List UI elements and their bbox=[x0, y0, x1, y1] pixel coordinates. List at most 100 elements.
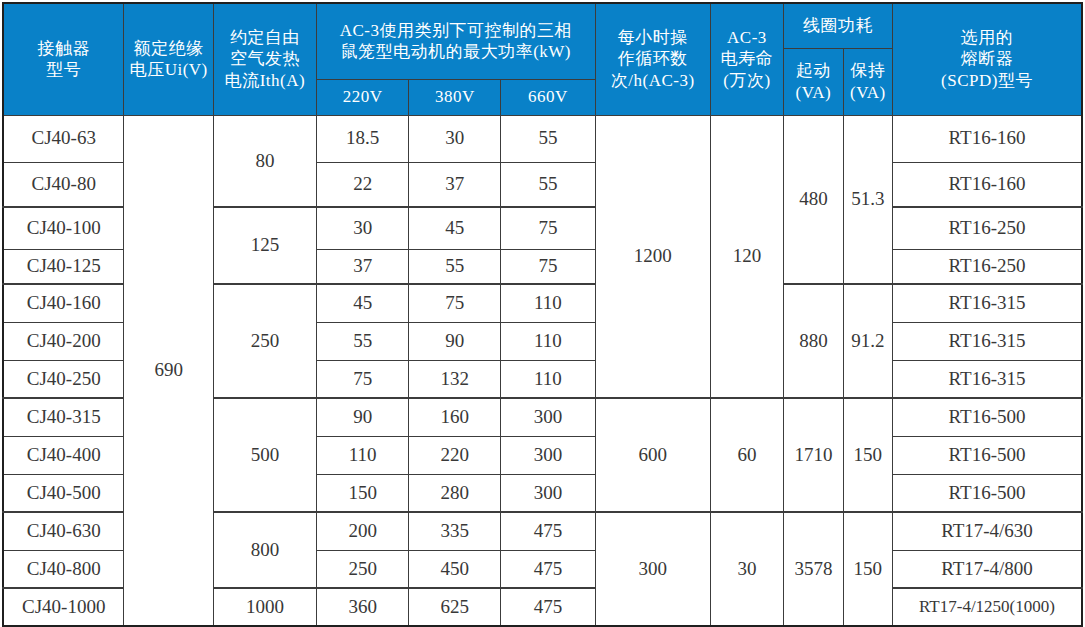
header-coil-hold: 保持 (VA) bbox=[843, 48, 892, 115]
contactor-spec-table: 接触器 型号 额定绝缘 电压Ui(V) 约定自由 空气发热 电流Ith(A) A… bbox=[2, 2, 1083, 627]
cell-p380: 75 bbox=[409, 284, 501, 322]
header-electrical-life: AC-3 电寿命 (万次) bbox=[710, 3, 784, 115]
cell-p380: 37 bbox=[409, 162, 501, 207]
cell-p660: 110 bbox=[501, 360, 596, 398]
cell-p660: 110 bbox=[501, 322, 596, 360]
cell-p220: 37 bbox=[316, 249, 409, 284]
cell-p380: 220 bbox=[409, 436, 501, 474]
cell-model: CJ40-160 bbox=[3, 284, 124, 322]
cell-fuse: RT16-160 bbox=[893, 115, 1083, 162]
cell-p660: 55 bbox=[501, 162, 596, 207]
header-coil-group: 线圈功耗 bbox=[784, 3, 893, 48]
cell-fuse: RT17-4/1250(1000) bbox=[893, 588, 1083, 626]
cell-fuse: RT16-500 bbox=[893, 436, 1083, 474]
cell-p380: 90 bbox=[409, 322, 501, 360]
header-380v: 380V bbox=[409, 79, 501, 115]
cell-fuse: RT16-315 bbox=[893, 322, 1083, 360]
cell-p380: 335 bbox=[409, 512, 501, 550]
cell-p660: 75 bbox=[501, 207, 596, 249]
cell-ith: 1000 bbox=[214, 588, 317, 626]
cell-p220: 110 bbox=[316, 436, 409, 474]
cell-coil-hold: 150 bbox=[843, 398, 892, 512]
cell-life: 60 bbox=[710, 398, 784, 512]
header-220v: 220V bbox=[316, 79, 409, 115]
header-coil-start: 起动 (VA) bbox=[784, 48, 843, 115]
cell-p660: 300 bbox=[501, 398, 596, 436]
header-ops-per-hour: 每小时操 作循环数 次/h(AC-3) bbox=[595, 3, 710, 115]
cell-model: CJ40-315 bbox=[3, 398, 124, 436]
cell-insulation-voltage: 690 bbox=[124, 115, 214, 626]
cell-fuse: RT17-4/800 bbox=[893, 550, 1083, 588]
cell-p220: 360 bbox=[316, 588, 409, 626]
cell-ith: 800 bbox=[214, 512, 317, 588]
cell-model: CJ40-250 bbox=[3, 360, 124, 398]
cell-p220: 18.5 bbox=[316, 115, 409, 162]
cell-p660: 475 bbox=[501, 550, 596, 588]
cell-p660: 300 bbox=[501, 474, 596, 512]
cell-p220: 30 bbox=[316, 207, 409, 249]
cell-coil-start: 1710 bbox=[784, 398, 843, 512]
cell-p220: 150 bbox=[316, 474, 409, 512]
cell-ops: 300 bbox=[595, 512, 710, 626]
cell-coil-hold: 91.2 bbox=[843, 284, 892, 398]
cell-model: CJ40-80 bbox=[3, 162, 124, 207]
cell-fuse: RT16-160 bbox=[893, 162, 1083, 207]
page: 接触器 型号 额定绝缘 电压Ui(V) 约定自由 空气发热 电流Ith(A) A… bbox=[0, 0, 1085, 627]
cell-p380: 55 bbox=[409, 249, 501, 284]
cell-life: 120 bbox=[710, 115, 784, 398]
cell-fuse: RT16-250 bbox=[893, 207, 1083, 249]
cell-p660: 475 bbox=[501, 512, 596, 550]
cell-p220: 22 bbox=[316, 162, 409, 207]
cell-p220: 55 bbox=[316, 322, 409, 360]
cell-p380: 30 bbox=[409, 115, 501, 162]
cell-p380: 160 bbox=[409, 398, 501, 436]
cell-p380: 625 bbox=[409, 588, 501, 626]
cell-fuse: RT16-250 bbox=[893, 249, 1083, 284]
cell-p660: 75 bbox=[501, 249, 596, 284]
cell-ops: 600 bbox=[595, 398, 710, 512]
cell-model: CJ40-1000 bbox=[3, 588, 124, 626]
header-contactor-model: 接触器 型号 bbox=[3, 3, 124, 115]
cell-fuse: RT17-4/630 bbox=[893, 512, 1083, 550]
header-fuse: 选用的 熔断器 (SCPD)型号 bbox=[893, 3, 1083, 115]
header-power-group: AC-3使用类别下可控制的三相 鼠笼型电动机的最大功率(kW) bbox=[316, 3, 595, 79]
cell-coil-hold: 51.3 bbox=[843, 115, 892, 284]
cell-p220: 250 bbox=[316, 550, 409, 588]
cell-model: CJ40-125 bbox=[3, 249, 124, 284]
cell-p660: 110 bbox=[501, 284, 596, 322]
cell-model: CJ40-63 bbox=[3, 115, 124, 162]
cell-p660: 55 bbox=[501, 115, 596, 162]
cell-coil-start: 880 bbox=[784, 284, 843, 398]
table-header: 接触器 型号 额定绝缘 电压Ui(V) 约定自由 空气发热 电流Ith(A) A… bbox=[3, 3, 1082, 115]
cell-p380: 280 bbox=[409, 474, 501, 512]
table-body: CJ40-63 690 80 18.5 30 55 1200 120 480 5… bbox=[3, 115, 1082, 626]
cell-p380: 132 bbox=[409, 360, 501, 398]
cell-model: CJ40-200 bbox=[3, 322, 124, 360]
cell-ith: 250 bbox=[214, 284, 317, 398]
cell-ith: 125 bbox=[214, 207, 317, 284]
cell-model: CJ40-100 bbox=[3, 207, 124, 249]
cell-p660: 475 bbox=[501, 588, 596, 626]
cell-p660: 300 bbox=[501, 436, 596, 474]
cell-p220: 45 bbox=[316, 284, 409, 322]
cell-model: CJ40-800 bbox=[3, 550, 124, 588]
cell-coil-start: 3578 bbox=[784, 512, 843, 626]
cell-coil-hold: 150 bbox=[843, 512, 892, 626]
cell-p380: 450 bbox=[409, 550, 501, 588]
cell-p220: 90 bbox=[316, 398, 409, 436]
header-thermal-current: 约定自由 空气发热 电流Ith(A) bbox=[214, 3, 317, 115]
cell-fuse: RT16-315 bbox=[893, 360, 1083, 398]
cell-model: CJ40-400 bbox=[3, 436, 124, 474]
table-row: CJ40-63 690 80 18.5 30 55 1200 120 480 5… bbox=[3, 115, 1082, 162]
header-insulation-voltage: 额定绝缘 电压Ui(V) bbox=[124, 3, 214, 115]
cell-ops: 1200 bbox=[595, 115, 710, 398]
cell-ith: 500 bbox=[214, 398, 317, 512]
cell-fuse: RT16-500 bbox=[893, 474, 1083, 512]
cell-ith: 80 bbox=[214, 115, 317, 207]
cell-fuse: RT16-500 bbox=[893, 398, 1083, 436]
cell-p380: 45 bbox=[409, 207, 501, 249]
cell-model: CJ40-630 bbox=[3, 512, 124, 550]
cell-model: CJ40-500 bbox=[3, 474, 124, 512]
header-660v: 660V bbox=[501, 79, 596, 115]
cell-p220: 75 bbox=[316, 360, 409, 398]
